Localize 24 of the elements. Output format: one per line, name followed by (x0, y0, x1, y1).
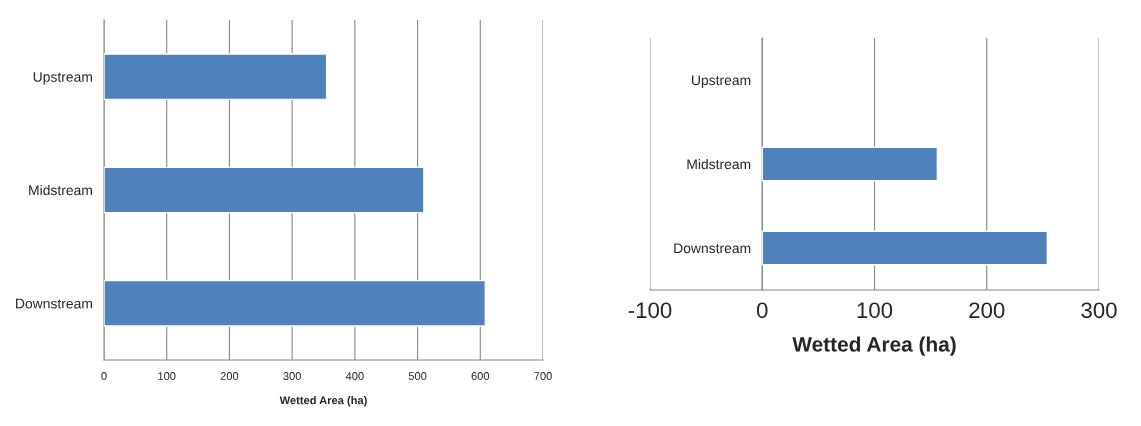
y-tick-label: Midstream (687, 158, 751, 170)
x-tick-label: 300 (283, 372, 301, 380)
x-tick-label: 100 (158, 372, 176, 380)
x-tick-label: 0 (101, 372, 107, 380)
bar (104, 166, 425, 214)
x-tick-label: 500 (408, 372, 427, 380)
x-tick-label: -100 (628, 302, 672, 319)
x-tick-label: 200 (220, 372, 239, 380)
y-tick-label: Downstream (16, 298, 92, 309)
x-axis-title: Wetted Area (ha) (279, 396, 367, 407)
y-tick-label: Upstream (33, 72, 92, 85)
x-tick-label: 600 (471, 372, 490, 380)
y-tick-label: Downstream (674, 243, 751, 254)
y-tick-label: Upstream (692, 75, 751, 88)
x-tick-label: 200 (969, 302, 1005, 319)
bar (104, 53, 328, 101)
x-axis-title: Wetted Area (ha) (792, 336, 956, 356)
x-tick-label: 300 (1081, 302, 1117, 319)
x-tick-label: 700 (534, 372, 552, 380)
bar (104, 279, 486, 327)
x-tick-label: 400 (345, 372, 364, 380)
y-tick-label: Midstream (29, 184, 92, 196)
x-tick-label: 0 (756, 302, 768, 319)
x-tick-label: 100 (857, 302, 893, 319)
